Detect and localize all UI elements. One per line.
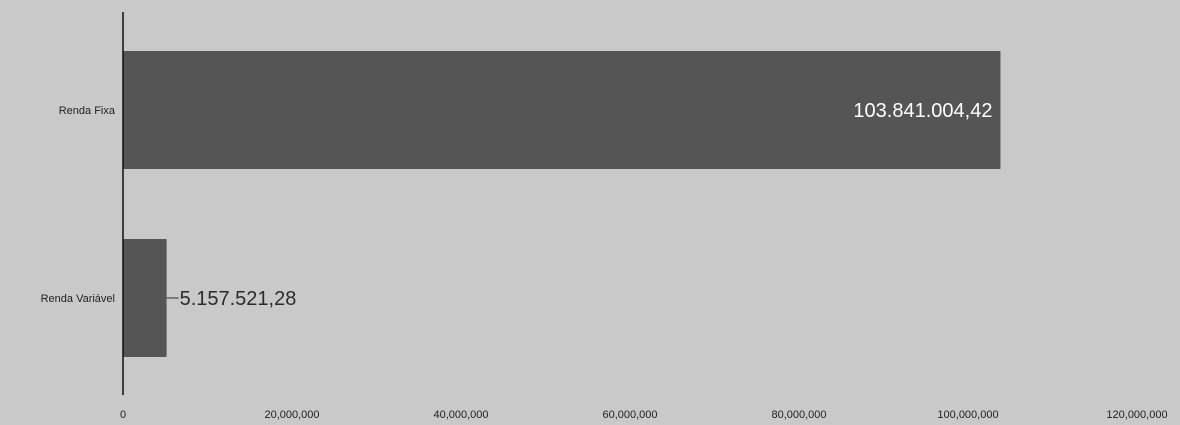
x-tick-label: 60,000,000 xyxy=(602,409,657,421)
labels-layer: Renda Fixa 103.841.004,42 Renda Variável 5.… xyxy=(41,100,993,310)
category-label-renda-fixa: Renda Fixa xyxy=(59,105,116,117)
x-tick-label: 120,000,000 xyxy=(1106,409,1167,421)
bar-renda-fixa xyxy=(123,51,1001,169)
x-tick-label: 100,000,000 xyxy=(937,409,998,421)
x-tick-label: 40,000,000 xyxy=(433,409,488,421)
x-tick-label: 80,000,000 xyxy=(771,409,826,421)
data-label-renda-fixa: 103.841.004,42 xyxy=(853,100,992,122)
x-tick-label: 0 xyxy=(120,409,126,421)
data-label-renda-variavel: 5.157.521,28 xyxy=(180,288,297,310)
axis-layer: 0 20,000,000 40,000,000 60,000,000 80,000,00… xyxy=(120,12,1168,421)
bar-renda-variavel xyxy=(123,239,167,357)
bars-layer xyxy=(123,51,1001,357)
category-label-renda-variavel: Renda Variável xyxy=(41,293,115,305)
x-tick-label: 20,000,000 xyxy=(264,409,319,421)
